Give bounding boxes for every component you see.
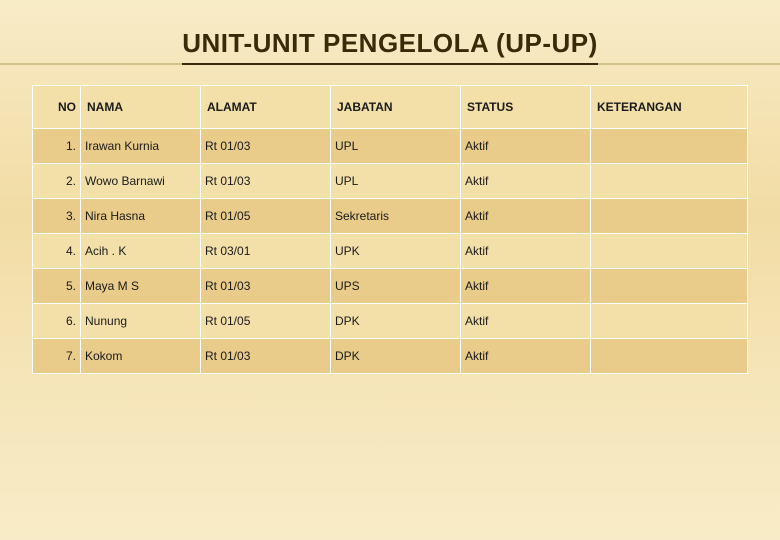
table-cell: Nira Hasna	[81, 199, 201, 234]
table-cell: Aktif	[461, 339, 591, 374]
table-cell: Rt 01/05	[201, 199, 331, 234]
table-row: 6.NunungRt 01/05DPKAktif	[33, 304, 748, 339]
table-header-row: NO NAMA ALAMAT JABATAN STATUS KETERANGAN	[33, 86, 748, 129]
table-cell: Aktif	[461, 269, 591, 304]
col-header-status: STATUS	[461, 86, 591, 129]
col-header-no: NO	[33, 86, 81, 129]
table-cell: UPL	[331, 129, 461, 164]
table-cell: UPS	[331, 269, 461, 304]
table-cell: 3.	[33, 199, 81, 234]
table-cell: Nunung	[81, 304, 201, 339]
table-row: 4.Acih . KRt 03/01UPKAktif	[33, 234, 748, 269]
col-header-keterangan: KETERANGAN	[591, 86, 748, 129]
table-cell: Rt 01/03	[201, 269, 331, 304]
table-cell: Rt 01/03	[201, 129, 331, 164]
table-cell: 7.	[33, 339, 81, 374]
table-cell: DPK	[331, 304, 461, 339]
table-cell: Rt 01/03	[201, 339, 331, 374]
table-cell	[591, 269, 748, 304]
table-cell: Aktif	[461, 199, 591, 234]
table-cell	[591, 164, 748, 199]
table-cell	[591, 129, 748, 164]
table-row: 5.Maya M SRt 01/03UPSAktif	[33, 269, 748, 304]
table-body: 1.Irawan KurniaRt 01/03UPLAktif2.Wowo Ba…	[33, 129, 748, 374]
table-row: 7.KokomRt 01/03DPKAktif	[33, 339, 748, 374]
col-header-nama: NAMA	[81, 86, 201, 129]
table-cell	[591, 199, 748, 234]
table-cell: Irawan Kurnia	[81, 129, 201, 164]
table-row: 1.Irawan KurniaRt 01/03UPLAktif	[33, 129, 748, 164]
table-cell: Rt 01/05	[201, 304, 331, 339]
table-cell: 5.	[33, 269, 81, 304]
table-cell: Aktif	[461, 129, 591, 164]
unit-table: NO NAMA ALAMAT JABATAN STATUS KETERANGAN…	[32, 85, 748, 374]
col-header-jabatan: JABATAN	[331, 86, 461, 129]
table-cell: Sekretaris	[331, 199, 461, 234]
table-cell: Rt 03/01	[201, 234, 331, 269]
table-cell: Acih . K	[81, 234, 201, 269]
table-cell: Wowo Barnawi	[81, 164, 201, 199]
table-cell: Rt 01/03	[201, 164, 331, 199]
table-cell: Maya M S	[81, 269, 201, 304]
table-cell: DPK	[331, 339, 461, 374]
title-wrapper: UNIT-UNIT PENGELOLA (UP-UP)	[32, 28, 748, 65]
table-cell: Aktif	[461, 234, 591, 269]
table-cell: 4.	[33, 234, 81, 269]
col-header-alamat: ALAMAT	[201, 86, 331, 129]
table-cell: 2.	[33, 164, 81, 199]
page-title: UNIT-UNIT PENGELOLA (UP-UP)	[182, 28, 598, 65]
table-cell: UPK	[331, 234, 461, 269]
table-row: 2.Wowo BarnawiRt 01/03UPLAktif	[33, 164, 748, 199]
table-cell: 6.	[33, 304, 81, 339]
table-cell	[591, 339, 748, 374]
table-cell	[591, 234, 748, 269]
table-cell: UPL	[331, 164, 461, 199]
slide-content: UNIT-UNIT PENGELOLA (UP-UP) NO NAMA ALAM…	[0, 0, 780, 394]
table-cell: Aktif	[461, 164, 591, 199]
table-cell: Aktif	[461, 304, 591, 339]
table-cell	[591, 304, 748, 339]
table-cell: Kokom	[81, 339, 201, 374]
table-cell: 1.	[33, 129, 81, 164]
table-row: 3.Nira HasnaRt 01/05SekretarisAktif	[33, 199, 748, 234]
